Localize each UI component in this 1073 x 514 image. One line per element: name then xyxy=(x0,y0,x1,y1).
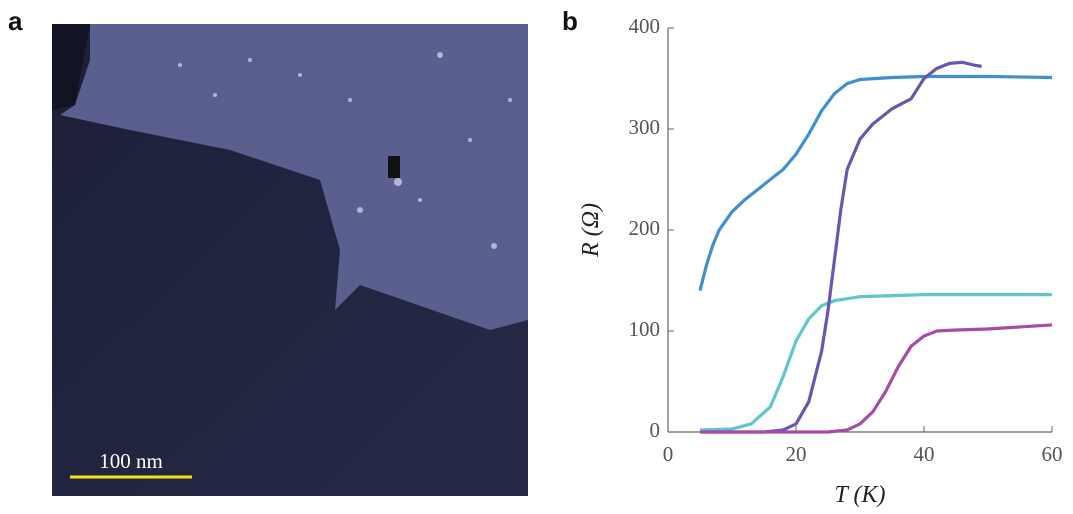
x-axis-title: T (K) xyxy=(835,482,886,508)
x-tick-label: 60 xyxy=(1042,442,1063,466)
panel-label: b xyxy=(562,6,578,36)
y-axis-title: R (Ω) xyxy=(578,203,604,258)
y-tick-label: 400 xyxy=(629,14,661,38)
plot: T (K) R (Ω) 0 100 200 300 400 0 20 40 60 xyxy=(578,14,1063,508)
x-tick-label: 20 xyxy=(786,442,807,466)
y-tick-label: 200 xyxy=(629,216,661,240)
panel-label: a xyxy=(8,6,23,36)
y-tick-label: 100 xyxy=(629,317,661,341)
data-line xyxy=(699,293,1052,432)
scale-bar-label: 100 nm xyxy=(99,449,163,473)
y-tick-label: 300 xyxy=(629,115,661,139)
data-line xyxy=(698,74,1053,291)
data-line xyxy=(700,60,982,434)
stm-image: 100 nm xyxy=(52,24,528,496)
y-tick-label: 0 xyxy=(650,418,661,442)
x-tick-label: 0 xyxy=(663,442,674,466)
x-tick-label: 40 xyxy=(914,442,935,466)
data-line xyxy=(700,323,1053,434)
